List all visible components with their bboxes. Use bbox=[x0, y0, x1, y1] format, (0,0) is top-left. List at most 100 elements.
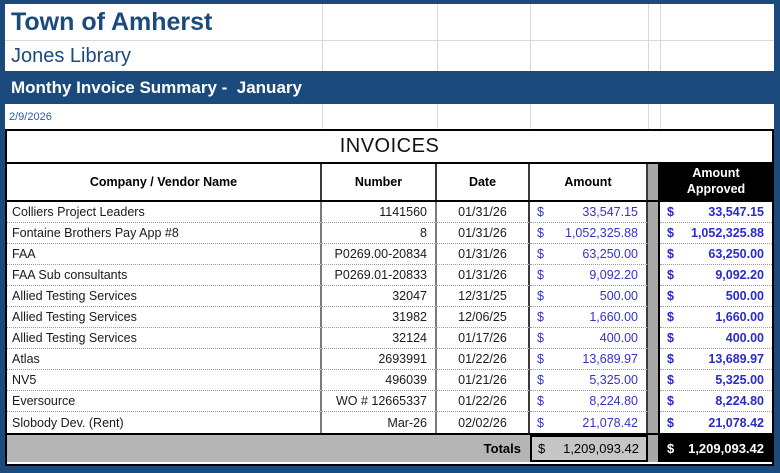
cell-number: 8 bbox=[322, 223, 437, 244]
amount-value: 63,250.00 bbox=[708, 247, 764, 261]
col-header-amount: Amount bbox=[530, 164, 648, 200]
cell-amount-approved: $33,547.15 bbox=[660, 202, 772, 223]
invoice-grid: Colliers Project Leaders 1141560 01/31/26 $… bbox=[7, 202, 772, 433]
separator-column bbox=[648, 412, 660, 433]
currency-symbol: $ bbox=[667, 352, 674, 366]
amount-value: 5,325.00 bbox=[589, 373, 638, 387]
cell-amount: $21,078.42 bbox=[530, 412, 648, 433]
totals-row: Totals $ 1,209,093.42 $ 1,209,093.42 bbox=[7, 433, 772, 462]
cell-amount-approved: $1,052,325.88 bbox=[660, 223, 772, 244]
cell-amount: $500.00 bbox=[530, 286, 648, 307]
spreadsheet-gridline bbox=[648, 4, 649, 129]
spreadsheet-gridline bbox=[437, 4, 438, 129]
cell-number: 32047 bbox=[322, 286, 437, 307]
amount-value: 33,547.15 bbox=[708, 205, 764, 219]
cell-amount: $400.00 bbox=[530, 328, 648, 349]
cell-number: 1141560 bbox=[322, 202, 437, 223]
amount-value: 21,078.42 bbox=[582, 415, 638, 430]
currency-symbol: $ bbox=[537, 394, 544, 408]
cell-date: 01/31/26 bbox=[437, 202, 530, 223]
currency-symbol: $ bbox=[667, 441, 675, 456]
cell-date: 01/31/26 bbox=[437, 265, 530, 286]
cell-date: 01/21/26 bbox=[437, 370, 530, 391]
currency-symbol: $ bbox=[537, 247, 544, 261]
col-header-date: Date bbox=[437, 164, 530, 200]
cell-number: 2693991 bbox=[322, 349, 437, 370]
org-title: Town of Amherst bbox=[5, 4, 774, 41]
separator-column bbox=[648, 223, 660, 244]
currency-symbol: $ bbox=[667, 268, 674, 282]
cell-number: Mar-26 bbox=[322, 412, 437, 433]
cell-date: 02/02/26 bbox=[437, 412, 530, 433]
cell-date: 01/17/26 bbox=[437, 328, 530, 349]
totals-label: Totals bbox=[7, 435, 530, 462]
currency-symbol: $ bbox=[667, 205, 674, 219]
currency-symbol: $ bbox=[538, 441, 546, 456]
currency-symbol: $ bbox=[667, 394, 674, 408]
amount-value: 1,660.00 bbox=[715, 310, 764, 324]
cell-number: 31982 bbox=[322, 307, 437, 328]
column-header-row: Company / Vendor Name Number Date Amount… bbox=[7, 164, 772, 202]
report-date: 2/9/2026 bbox=[9, 110, 52, 123]
cell-date: 01/22/26 bbox=[437, 391, 530, 412]
cell-amount-approved: $5,325.00 bbox=[660, 370, 772, 391]
cell-amount-approved: $1,660.00 bbox=[660, 307, 772, 328]
spreadsheet-gridline bbox=[660, 4, 661, 129]
department-title: Jones Library bbox=[11, 44, 132, 67]
currency-symbol: $ bbox=[667, 310, 674, 324]
amount-value: 13,689.97 bbox=[708, 352, 764, 366]
currency-symbol: $ bbox=[667, 373, 674, 387]
amount-value: 9,092.20 bbox=[589, 268, 638, 282]
totals-amount-cell: $ 1,209,093.42 bbox=[530, 435, 648, 462]
separator-column bbox=[648, 328, 660, 349]
sheet-body: Town of Amherst Jones Library Monthy Inv… bbox=[5, 4, 774, 466]
cell-number: 32124 bbox=[322, 328, 437, 349]
col-header-number: Number bbox=[322, 164, 437, 200]
cell-amount-approved: $9,092.20 bbox=[660, 265, 772, 286]
report-header: Town of Amherst Jones Library Monthy Inv… bbox=[5, 4, 774, 129]
amount-value: 8,224.80 bbox=[715, 394, 764, 408]
amount-value: 8,224.80 bbox=[589, 394, 638, 408]
currency-symbol: $ bbox=[537, 373, 544, 387]
amount-value: 1,052,325.88 bbox=[565, 226, 638, 240]
cell-company: Colliers Project Leaders bbox=[7, 202, 322, 223]
spreadsheet-gridline bbox=[530, 4, 531, 129]
cell-company: Atlas bbox=[7, 349, 322, 370]
currency-symbol: $ bbox=[537, 226, 544, 240]
cell-amount: $8,224.80 bbox=[530, 391, 648, 412]
amount-value: 500.00 bbox=[725, 289, 764, 303]
cell-amount-approved: $400.00 bbox=[660, 328, 772, 349]
amount-value: 400.00 bbox=[725, 331, 764, 345]
cell-company: FAA bbox=[7, 244, 322, 265]
report-title-bar: Monthy Invoice Summary - January bbox=[5, 71, 774, 104]
cell-company: Fontaine Brothers Pay App #8 bbox=[7, 223, 322, 244]
cell-date: 01/31/26 bbox=[437, 244, 530, 265]
cell-amount-approved: $500.00 bbox=[660, 286, 772, 307]
cell-amount-approved: $21,078.42 bbox=[660, 412, 772, 433]
cell-date: 01/22/26 bbox=[437, 349, 530, 370]
separator-column bbox=[648, 202, 660, 223]
cell-date: 01/31/26 bbox=[437, 223, 530, 244]
amount-value: 400.00 bbox=[599, 331, 638, 345]
currency-symbol: $ bbox=[537, 289, 544, 303]
cell-number: 496039 bbox=[322, 370, 437, 391]
cell-date: 12/31/25 bbox=[437, 286, 530, 307]
totals-approved-cell: $ 1,209,093.42 bbox=[660, 435, 772, 462]
amount-value: 9,092.20 bbox=[715, 268, 764, 282]
cell-company: Slobody Dev. (Rent) bbox=[7, 412, 322, 433]
totals-approved-value: 1,209,093.42 bbox=[688, 441, 764, 456]
cell-amount-approved: $63,250.00 bbox=[660, 244, 772, 265]
separator-column bbox=[648, 435, 660, 462]
cell-date: 12/06/25 bbox=[437, 307, 530, 328]
currency-symbol: $ bbox=[537, 205, 544, 219]
cell-company: Eversource bbox=[7, 391, 322, 412]
amount-value: 1,052,325.88 bbox=[691, 226, 764, 240]
separator-column bbox=[648, 265, 660, 286]
currency-symbol: $ bbox=[537, 352, 544, 366]
separator-column bbox=[648, 349, 660, 370]
cell-amount: $33,547.15 bbox=[530, 202, 648, 223]
amount-value: 500.00 bbox=[599, 289, 638, 303]
amount-value: 5,325.00 bbox=[715, 373, 764, 387]
currency-symbol: $ bbox=[537, 268, 544, 282]
amount-value: 1,660.00 bbox=[589, 310, 638, 324]
